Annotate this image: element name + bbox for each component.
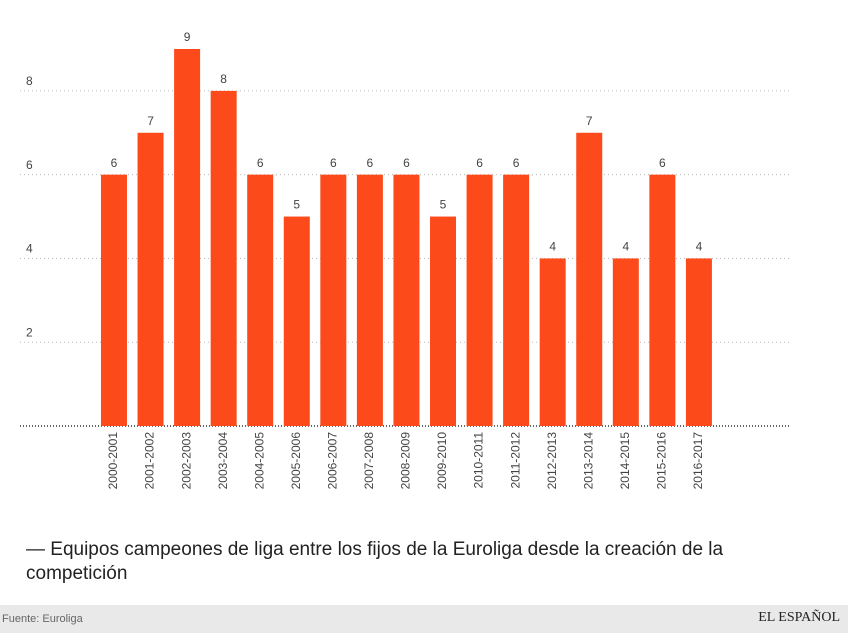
value-label: 5 <box>293 198 300 212</box>
x-tick-label: 2002-2003 <box>179 432 193 490</box>
value-label: 7 <box>147 114 154 128</box>
bar <box>210 90 237 426</box>
bar <box>576 132 603 426</box>
brand: EL ESPAÑOL <box>758 610 840 625</box>
bar <box>174 49 201 426</box>
x-tick-label: 2011-2012 <box>508 432 522 489</box>
x-tick-label: 2007-2008 <box>362 432 376 490</box>
footer: Fuente: Euroliga EL ESPAÑOL <box>0 605 848 633</box>
y-tick-label: 6 <box>26 158 33 172</box>
x-tick-label: 2001-2002 <box>143 432 157 490</box>
x-tick-label: 2006-2007 <box>326 432 340 490</box>
source: Fuente: Euroliga <box>2 613 83 625</box>
x-tick-label: 2009-2010 <box>435 432 449 490</box>
chart: 2 4 6 8 6 2000-2001 7 2001-2002 9 2002-2003 8 2003-… <box>20 30 790 490</box>
value-label: 6 <box>257 156 264 170</box>
value-label: 6 <box>403 156 410 170</box>
value-label: 4 <box>622 240 629 254</box>
value-label: 8 <box>220 72 227 86</box>
bar <box>685 258 712 426</box>
x-tick-label: 2014-2015 <box>618 432 632 490</box>
value-label: 4 <box>696 240 703 254</box>
bar <box>393 174 420 426</box>
x-tick-label: 2016-2017 <box>691 432 705 490</box>
bar <box>612 258 639 426</box>
y-tick-label: 8 <box>26 74 33 88</box>
value-label: 6 <box>367 156 374 170</box>
bar <box>137 132 164 426</box>
value-label: 6 <box>659 156 666 170</box>
value-label: 9 <box>184 30 191 44</box>
x-tick-label: 2008-2009 <box>399 432 413 490</box>
y-tick-label: 2 <box>26 325 33 339</box>
x-tick-label: 2013-2014 <box>581 432 595 490</box>
bar <box>356 174 383 426</box>
bar <box>539 258 566 426</box>
bar <box>649 174 676 426</box>
x-tick-label: 2005-2006 <box>289 432 303 490</box>
value-label: 6 <box>330 156 337 170</box>
x-tick-label: 2000-2001 <box>106 432 120 490</box>
value-label: 6 <box>111 156 118 170</box>
value-label: 6 <box>513 156 520 170</box>
bar <box>283 216 310 426</box>
x-tick-label: 2003-2004 <box>216 432 230 490</box>
x-tick-label: 2004-2005 <box>252 432 266 490</box>
value-label: 5 <box>440 198 447 212</box>
bar <box>466 174 493 426</box>
bar <box>100 174 127 426</box>
caption: — Equipos campeones de liga entre los fi… <box>26 539 724 584</box>
x-tick-label: 2015-2016 <box>655 432 669 490</box>
bar <box>430 216 457 426</box>
bar <box>503 174 530 426</box>
x-tick-label: 2010-2011 <box>472 432 486 489</box>
value-label: 4 <box>549 240 556 254</box>
bar <box>247 174 274 426</box>
value-label: 6 <box>476 156 483 170</box>
y-tick-label: 4 <box>26 242 33 256</box>
x-tick-label: 2012-2013 <box>545 432 559 490</box>
bar <box>320 174 347 426</box>
value-label: 7 <box>586 114 593 128</box>
